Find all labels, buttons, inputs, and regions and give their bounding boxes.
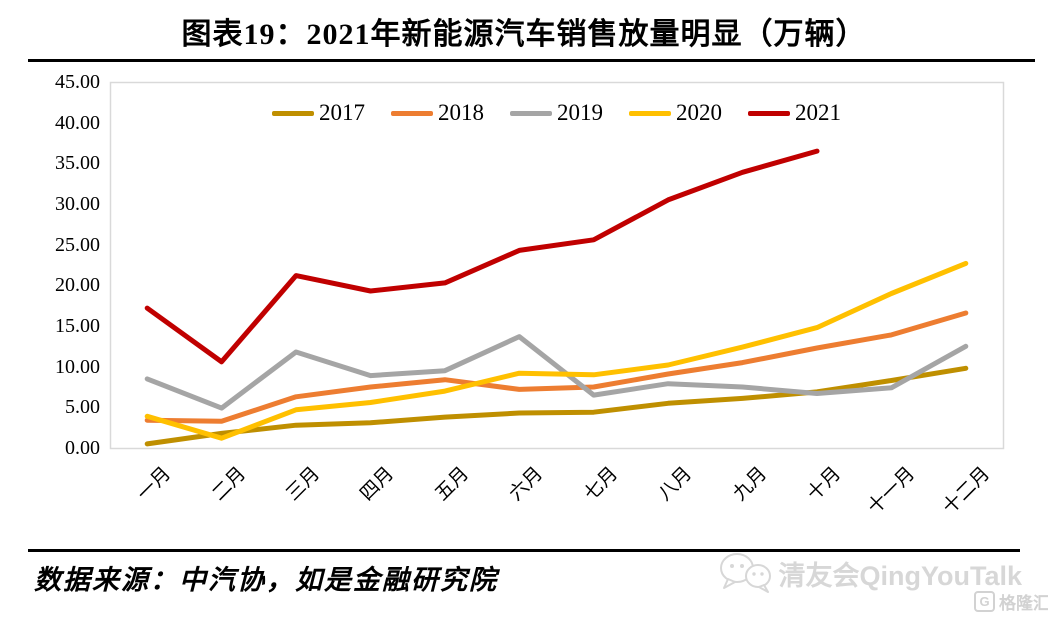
legend-label: 2020 — [676, 100, 722, 125]
legend-swatch-2020 — [629, 110, 671, 116]
legend-label: 2019 — [557, 100, 603, 125]
gelonghui-logo: G 格隆汇 — [974, 589, 1048, 614]
series-line-2021 — [144, 148, 820, 365]
y-tick-label: 25.00 — [55, 233, 100, 256]
series-line-2017 — [144, 365, 969, 447]
x-tick-label: 三月 — [282, 463, 325, 506]
legend-item-2020: 2020 — [629, 101, 722, 125]
legend-swatch-2017 — [272, 110, 314, 116]
x-tick-label: 一月 — [133, 463, 176, 506]
y-tick-label: 30.00 — [55, 193, 100, 215]
x-tick-label: 五月 — [431, 463, 474, 506]
series-line-2020 — [144, 260, 969, 441]
legend-item-2018: 2018 — [391, 101, 484, 125]
x-tick-label: 十月 — [803, 463, 846, 506]
legend-swatch-2018 — [391, 110, 433, 116]
legend-item-2019: 2019 — [510, 101, 603, 125]
plot-border — [109, 81, 1005, 450]
legend-label: 2018 — [438, 100, 484, 125]
x-tick-label: 十一月 — [864, 463, 920, 519]
data-source-note: 数据来源：中汽协，如是金融研究院 — [34, 565, 498, 595]
x-tick-label: 四月 — [356, 463, 399, 506]
watermark: 清友会QingYouTalk — [718, 551, 1022, 595]
x-tick-label: 七月 — [580, 463, 622, 506]
legend-label: 2017 — [319, 100, 365, 125]
series-line-2018 — [144, 310, 969, 424]
legend-item-2021: 2021 — [748, 101, 841, 125]
y-tick-label: 15.00 — [55, 315, 100, 337]
footer-separator — [28, 549, 1020, 552]
series-lines — [144, 148, 969, 447]
series-line-2019 — [144, 334, 969, 411]
legend: 2017 2018 2019 2020 2021 — [110, 101, 1003, 125]
y-tick-label: 5.00 — [65, 396, 100, 419]
legend-label: 2021 — [795, 100, 841, 125]
legend-swatch-2021 — [748, 110, 790, 116]
title-separator — [28, 59, 1035, 62]
x-tick-label: 十二月 — [938, 463, 994, 519]
wechat-bubbles-icon — [720, 553, 772, 593]
legend-swatch-2019 — [510, 110, 552, 116]
y-tick-label: 35.00 — [55, 152, 100, 175]
x-tick-label: 二月 — [208, 463, 250, 506]
y-tick-label: 10.00 — [55, 355, 100, 378]
y-tick-label: 45.00 — [55, 71, 100, 93]
legend-item-2017: 2017 — [272, 101, 365, 125]
gelonghui-logo-text: 格隆汇 — [999, 594, 1048, 613]
x-tick-label: 六月 — [505, 463, 548, 506]
x-tick-label: 九月 — [728, 463, 771, 506]
y-tick-label: 40.00 — [55, 111, 100, 134]
gelonghui-badge-icon: G — [974, 591, 995, 612]
watermark-text: 清友会QingYouTalk — [778, 560, 1022, 591]
x-tick-label: 八月 — [654, 463, 697, 506]
y-tick-label: 20.00 — [55, 274, 100, 297]
y-tick-label: 0.00 — [65, 437, 100, 459]
chart-title: 图表19：2021年新能源汽车销售放量明显（万辆） — [181, 18, 867, 51]
